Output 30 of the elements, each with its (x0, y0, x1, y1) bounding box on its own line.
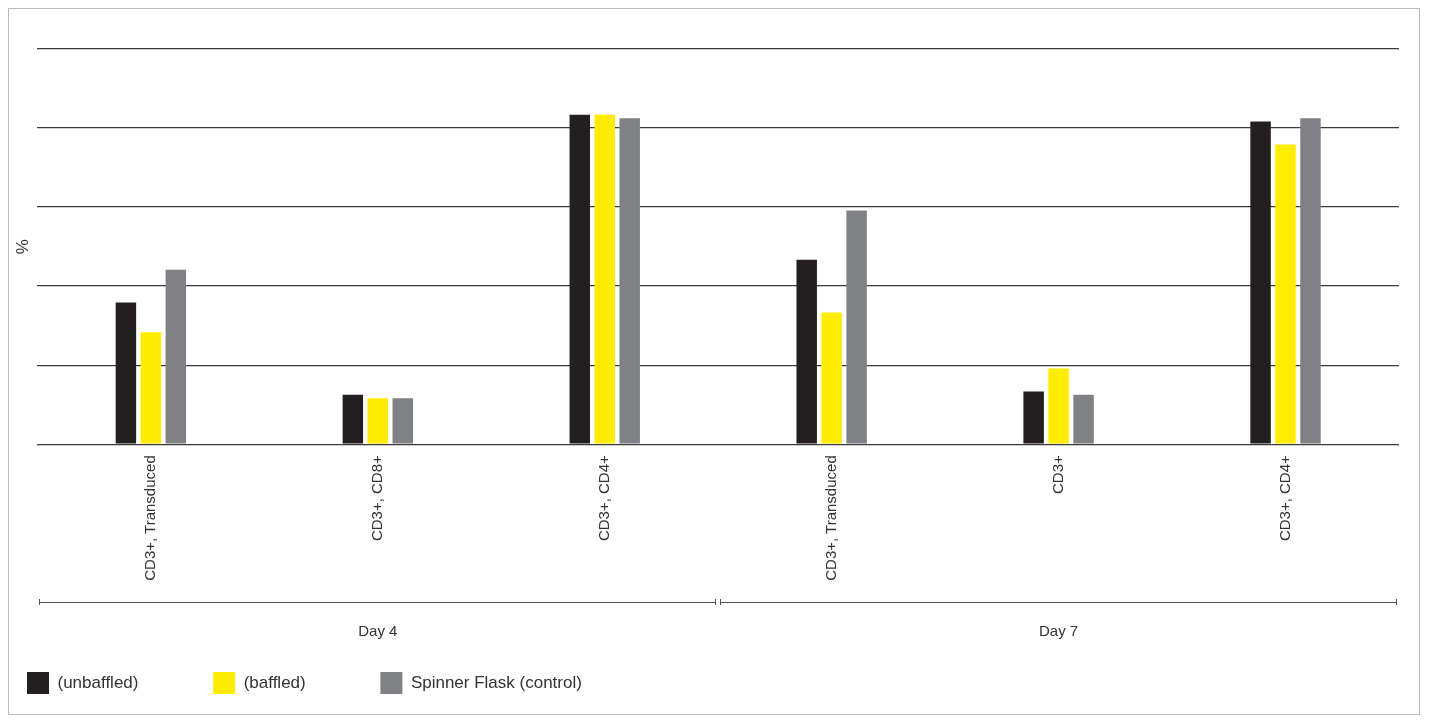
bar (115, 302, 137, 444)
bar (165, 269, 187, 444)
bar (1250, 121, 1271, 444)
bar (367, 398, 389, 444)
bar (342, 394, 364, 444)
y-axis-title: % (12, 239, 32, 255)
bar (846, 210, 867, 444)
text: Day 7 (1039, 622, 1079, 640)
legend-label: Spinner Flask (control) (410, 672, 639, 692)
text: Day 4 (358, 622, 398, 640)
bar (392, 398, 413, 444)
bar (569, 114, 591, 444)
bar (1073, 394, 1094, 444)
x-tick-label: CD3+ (1048, 455, 1066, 495)
legend-label: (unbaffled) (57, 672, 196, 692)
bar (619, 118, 640, 444)
x-tick-label: CD3+, CD8+ (367, 455, 385, 542)
bar (1275, 144, 1296, 444)
x-tick-label: CD3+, Transduced (821, 455, 839, 581)
bar (1023, 391, 1044, 444)
bar (1300, 118, 1321, 444)
bar (594, 114, 615, 444)
x-tick-label: CD3+, CD4+ (594, 455, 612, 542)
x-tick-label: CD3+, Transduced (141, 455, 159, 581)
bar (796, 259, 817, 444)
legend-label: (baffled) (243, 672, 363, 692)
bar (821, 312, 842, 444)
x-tick-label: CD3+, CD4+ (1275, 455, 1293, 542)
bar (1048, 368, 1069, 444)
bar (140, 332, 162, 444)
